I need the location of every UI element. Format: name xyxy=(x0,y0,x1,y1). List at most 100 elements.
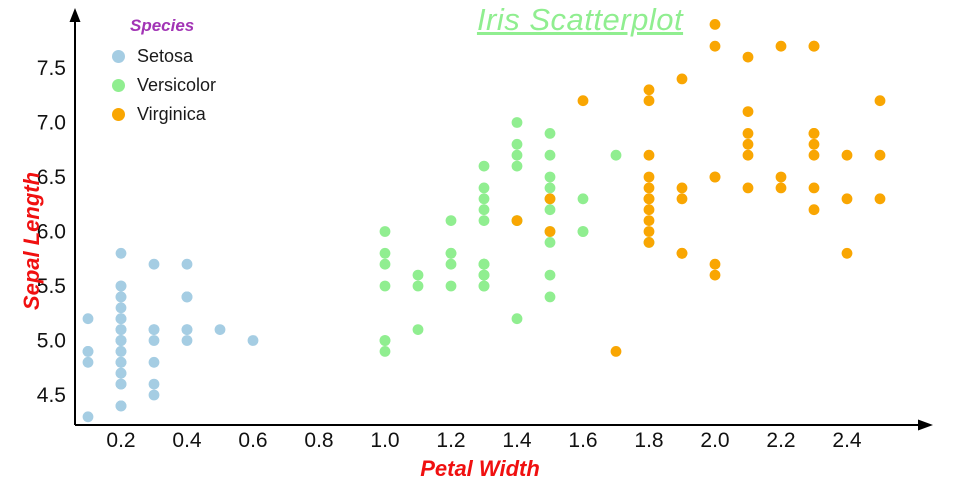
point-setosa xyxy=(148,389,160,401)
point-setosa xyxy=(181,324,193,335)
legend-label-versicolor: Versicolor xyxy=(137,75,217,95)
point-setosa xyxy=(181,258,193,270)
point-virginica xyxy=(808,138,820,150)
point-virginica xyxy=(511,215,523,227)
point-versicolor xyxy=(379,258,391,270)
point-virginica xyxy=(742,182,754,194)
setosa-swatch-icon xyxy=(112,50,125,63)
point-virginica xyxy=(544,226,556,237)
point-setosa xyxy=(181,291,193,303)
svg-text:4.5: 4.5 xyxy=(37,384,66,407)
point-virginica xyxy=(610,346,622,357)
point-setosa xyxy=(148,356,160,368)
versicolor-swatch-icon xyxy=(112,79,125,92)
point-virginica xyxy=(742,106,754,117)
point-virginica xyxy=(841,193,853,205)
point-versicolor xyxy=(445,215,457,227)
point-setosa xyxy=(115,291,127,303)
point-virginica xyxy=(775,182,787,194)
point-versicolor xyxy=(544,171,556,183)
point-virginica xyxy=(808,204,820,216)
point-setosa xyxy=(115,247,127,259)
point-virginica xyxy=(808,127,820,139)
legend: Species Setosa Versicolor Virginica xyxy=(112,16,216,133)
legend-item-versicolor: Versicolor xyxy=(112,75,216,96)
point-versicolor xyxy=(544,127,556,139)
point-versicolor xyxy=(445,247,457,259)
point-versicolor xyxy=(412,269,424,281)
point-versicolor xyxy=(379,346,391,357)
point-setosa xyxy=(82,346,94,357)
point-virginica xyxy=(874,95,886,107)
point-setosa xyxy=(148,378,160,390)
point-virginica xyxy=(643,95,655,107)
svg-text:1.2: 1.2 xyxy=(436,429,465,452)
point-setosa xyxy=(82,411,94,423)
point-virginica xyxy=(643,204,655,216)
point-versicolor xyxy=(577,193,589,205)
point-versicolor xyxy=(445,280,457,292)
point-virginica xyxy=(676,193,688,205)
point-versicolor xyxy=(445,258,457,270)
point-virginica xyxy=(742,51,754,63)
point-virginica xyxy=(643,193,655,205)
point-virginica xyxy=(544,193,556,205)
point-virginica xyxy=(709,171,721,183)
point-virginica xyxy=(643,182,655,194)
point-virginica xyxy=(709,258,721,270)
point-setosa xyxy=(82,356,94,368)
point-setosa xyxy=(148,258,160,270)
point-virginica xyxy=(808,182,820,194)
point-virginica xyxy=(577,95,589,107)
point-virginica xyxy=(808,40,820,52)
svg-text:2.0: 2.0 xyxy=(700,429,729,452)
point-virginica xyxy=(742,138,754,150)
point-versicolor xyxy=(544,204,556,216)
point-versicolor xyxy=(544,149,556,161)
point-versicolor xyxy=(412,324,424,335)
legend-label-setosa: Setosa xyxy=(137,46,194,66)
point-versicolor xyxy=(511,160,523,172)
point-virginica xyxy=(742,127,754,139)
point-versicolor xyxy=(478,182,490,194)
point-setosa xyxy=(115,302,127,314)
point-virginica xyxy=(808,149,820,161)
point-versicolor xyxy=(478,280,490,292)
point-virginica xyxy=(676,73,688,85)
legend-item-setosa: Setosa xyxy=(112,46,216,67)
svg-text:0.6: 0.6 xyxy=(238,429,267,452)
x-axis-label: Petal Width xyxy=(420,456,540,481)
point-virginica xyxy=(841,149,853,161)
svg-text:7.0: 7.0 xyxy=(37,112,66,135)
point-setosa xyxy=(82,313,94,325)
point-setosa xyxy=(115,367,127,379)
point-versicolor xyxy=(511,117,523,128)
svg-text:6.5: 6.5 xyxy=(37,166,66,189)
point-virginica xyxy=(742,149,754,161)
point-virginica xyxy=(643,171,655,183)
svg-text:0.4: 0.4 xyxy=(172,429,202,452)
point-versicolor xyxy=(478,193,490,205)
point-setosa xyxy=(115,378,127,390)
point-virginica xyxy=(874,193,886,205)
point-setosa xyxy=(181,335,193,346)
point-versicolor xyxy=(412,280,424,292)
legend-item-virginica: Virginica xyxy=(112,104,216,125)
svg-text:1.0: 1.0 xyxy=(370,429,399,452)
point-versicolor xyxy=(478,269,490,281)
point-setosa xyxy=(115,324,127,335)
point-virginica xyxy=(874,149,886,161)
point-virginica xyxy=(775,40,787,52)
point-versicolor xyxy=(511,138,523,150)
point-setosa xyxy=(115,335,127,346)
point-virginica xyxy=(676,182,688,194)
point-virginica xyxy=(643,226,655,237)
point-versicolor xyxy=(544,269,556,281)
point-versicolor xyxy=(379,280,391,292)
point-setosa xyxy=(214,324,226,335)
point-virginica xyxy=(841,247,853,259)
point-versicolor xyxy=(544,291,556,303)
point-versicolor xyxy=(379,247,391,259)
